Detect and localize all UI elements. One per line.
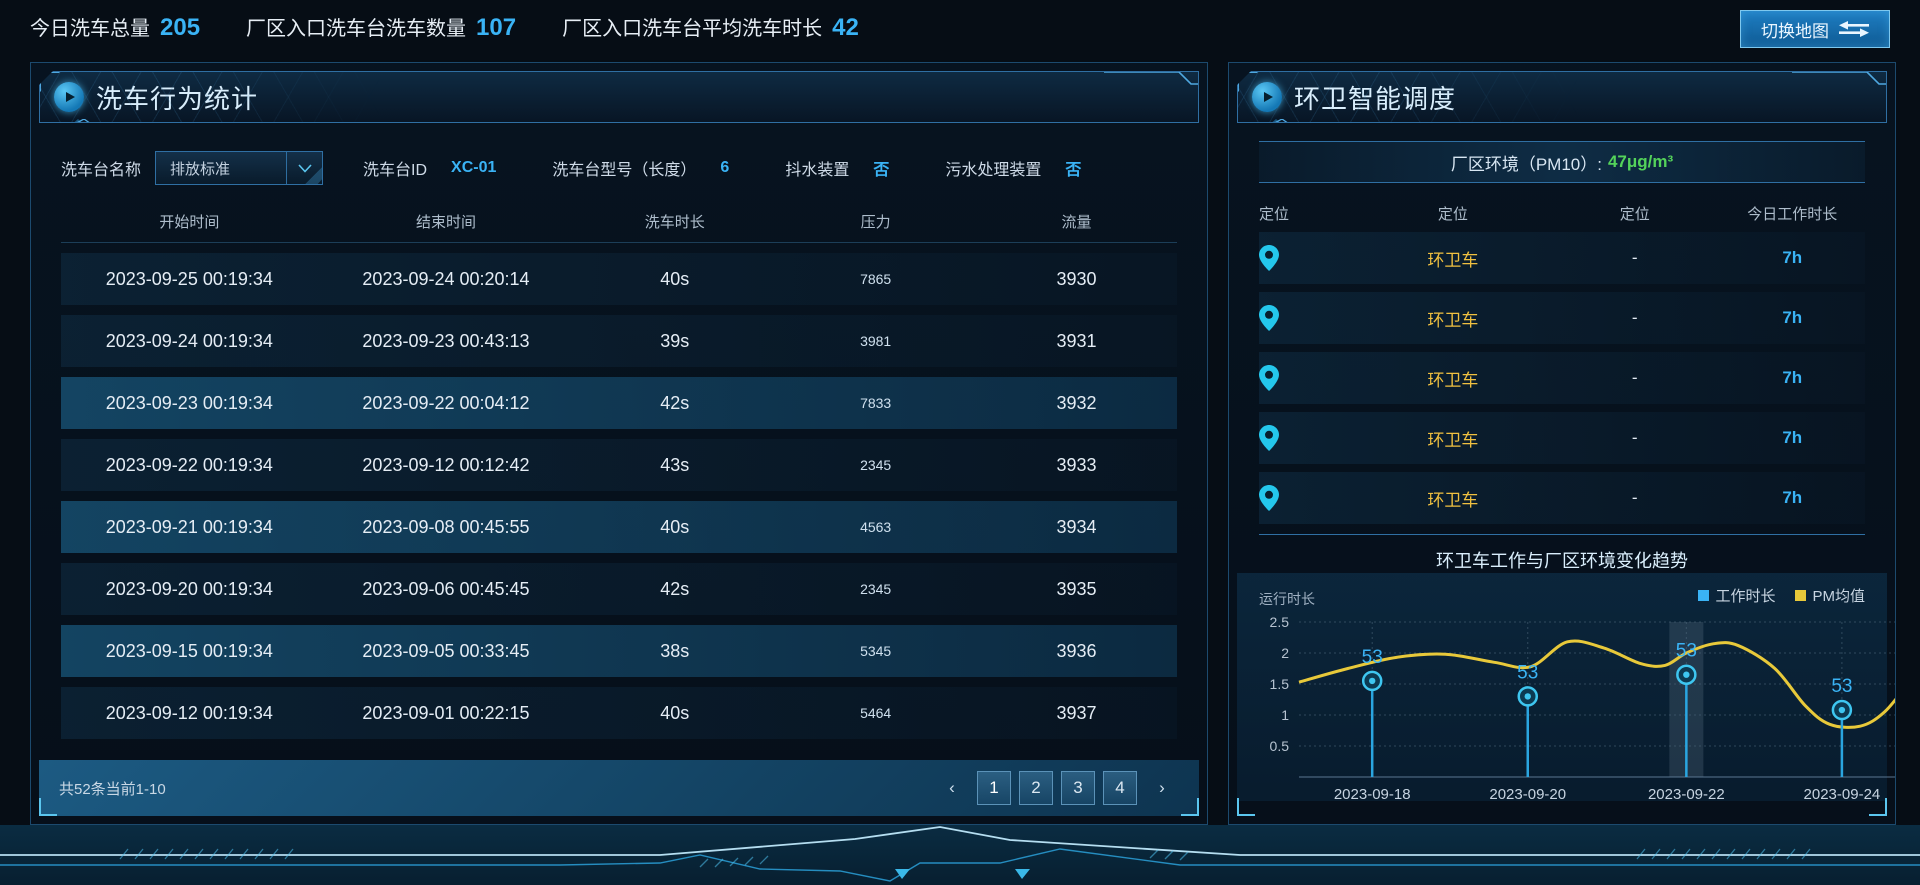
svg-text:1: 1: [1281, 707, 1289, 723]
svg-text:2023-09-20: 2023-09-20: [1489, 786, 1566, 803]
svg-text:53: 53: [1831, 676, 1852, 697]
svg-text:2023-09-24: 2023-09-24: [1804, 786, 1881, 803]
svg-text:0.5: 0.5: [1270, 738, 1290, 754]
svg-text:2: 2: [1281, 645, 1289, 661]
svg-text:53: 53: [1362, 647, 1383, 668]
svg-text:2023-09-18: 2023-09-18: [1334, 786, 1411, 803]
svg-text:2023-09-22: 2023-09-22: [1648, 786, 1725, 803]
svg-text:53: 53: [1676, 641, 1697, 662]
svg-text:53: 53: [1517, 662, 1538, 683]
svg-text:1.5: 1.5: [1270, 676, 1290, 692]
svg-text:2.5: 2.5: [1270, 617, 1290, 630]
